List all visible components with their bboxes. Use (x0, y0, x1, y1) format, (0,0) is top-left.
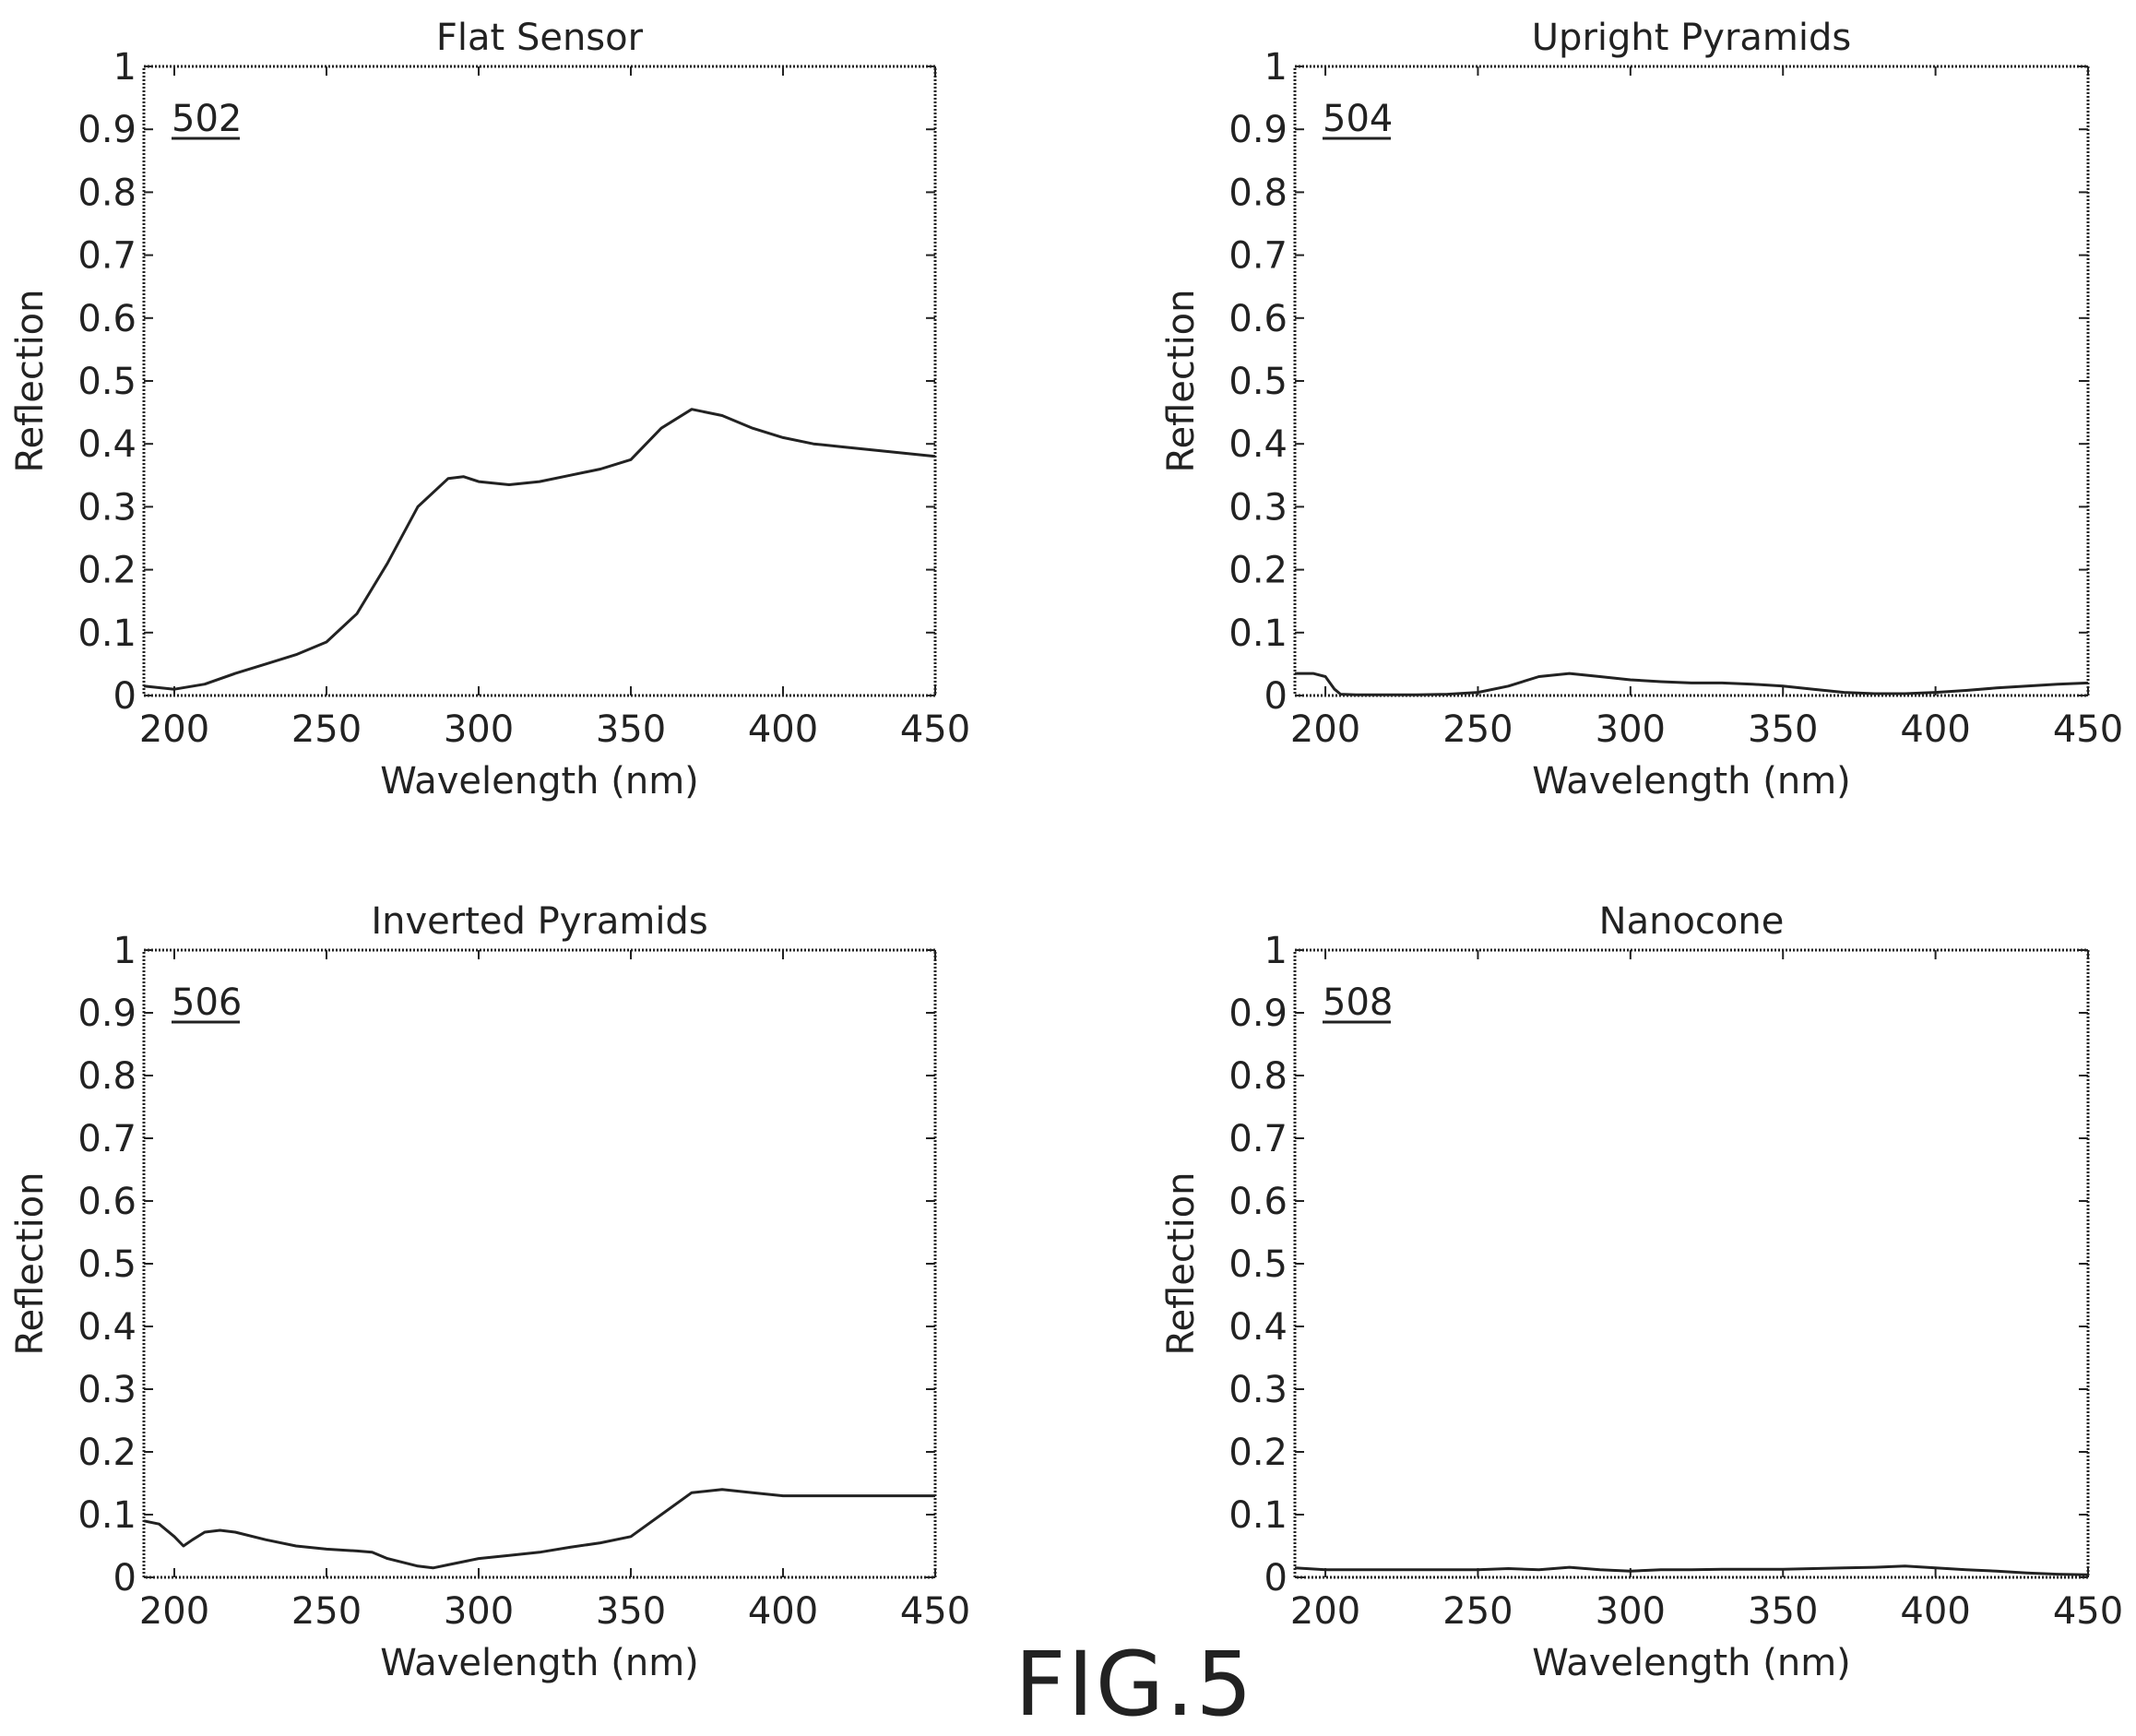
y-axis-label: Reflection (1160, 1171, 1203, 1355)
x-tick-label: 250 (291, 708, 362, 751)
y-tick-label: 0.9 (77, 109, 136, 151)
x-tick-label: 350 (1748, 1590, 1818, 1633)
chart-title: Inverted Pyramids (371, 900, 707, 943)
y-tick-label: 0.6 (1228, 298, 1288, 340)
x-axis-label: Wavelength (nm) (380, 760, 699, 803)
y-tick-label: 0.4 (1228, 423, 1288, 466)
y-tick-label: 0.9 (77, 993, 136, 1035)
reference-label: 508 (1323, 981, 1393, 1024)
y-tick-label: 0.6 (77, 298, 136, 340)
y-tick-label: 0 (1264, 675, 1288, 718)
y-tick-label: 0.1 (1228, 1494, 1288, 1537)
y-axis-label: Reflection (9, 289, 52, 472)
y-tick-label: 0.2 (77, 550, 136, 592)
x-tick-label: 300 (1596, 708, 1666, 751)
y-tick-label: 0 (113, 675, 136, 718)
x-tick-label: 350 (596, 708, 666, 751)
y-tick-label: 0.8 (1228, 172, 1288, 214)
y-tick-label: 0.5 (77, 1243, 136, 1286)
y-tick-label: 0.4 (1228, 1306, 1288, 1349)
series-line (1295, 672, 2089, 696)
reference-label: 506 (172, 981, 242, 1024)
x-axis-label: Wavelength (nm) (380, 1642, 699, 1684)
y-tick-label: 0.5 (1228, 361, 1288, 403)
y-tick-label: 0.1 (1228, 612, 1288, 655)
y-tick-label: 0.1 (77, 612, 136, 655)
y-tick-label: 0.8 (77, 172, 136, 214)
plot-frame (142, 65, 937, 697)
x-tick-label: 250 (291, 1590, 362, 1633)
series-line (143, 408, 936, 691)
y-axis-label: Reflection (1160, 289, 1203, 472)
y-tick-label: 0.5 (77, 361, 136, 403)
y-tick-label: 0.6 (77, 1181, 136, 1223)
y-tick-label: 0.7 (77, 235, 136, 278)
reference-label: 502 (172, 98, 242, 140)
y-tick-label: 0.9 (1228, 993, 1288, 1035)
x-tick-label: 400 (748, 708, 818, 751)
y-tick-label: 0.2 (1228, 1432, 1288, 1474)
x-tick-label: 300 (444, 1590, 514, 1633)
chart-title: Nanocone (1599, 900, 1785, 943)
plot-frame (1293, 948, 2090, 1579)
x-tick-label: 250 (1442, 1590, 1513, 1633)
x-tick-label: 400 (748, 1590, 818, 1633)
y-tick-label: 0.4 (77, 423, 136, 466)
series-line (1294, 1564, 2089, 1576)
y-tick-label: 1 (113, 46, 136, 89)
plot-frame (142, 948, 937, 1579)
y-tick-label: 1 (113, 930, 136, 972)
x-tick-label: 200 (1290, 1590, 1360, 1633)
y-tick-label: 0.3 (1228, 1369, 1288, 1411)
y-tick-label: 0.7 (1228, 1118, 1288, 1160)
x-tick-label: 200 (139, 1590, 209, 1633)
x-tick-label: 450 (900, 1590, 970, 1633)
x-tick-label: 200 (139, 708, 209, 751)
x-tick-label: 400 (1900, 708, 1970, 751)
chart-panel: Nanocone 508 0 0.1 0.2 0.3 0.4 0.5 0.6 0.7 0.8 0.9 1… (1160, 900, 2123, 1684)
x-tick-label: 350 (1748, 708, 1818, 751)
x-axis-label: Wavelength (nm) (1532, 760, 1851, 803)
y-tick-label: 0 (1264, 1557, 1288, 1599)
y-tick-label: 1 (1264, 930, 1288, 972)
x-tick-label: 450 (900, 708, 970, 751)
series-line (143, 1488, 935, 1570)
y-tick-label: 0.8 (1228, 1055, 1288, 1098)
y-tick-label: 0.9 (1228, 109, 1288, 151)
x-axis-label: Wavelength (nm) (1532, 1642, 1851, 1684)
chart-panel: Inverted Pyramids 506 0 0.1 0.2 0.3 0.4 0.5 0.6 0… (9, 900, 970, 1684)
figure-label: FIG.5 (1015, 1633, 1254, 1736)
y-tick-label: 0.7 (77, 1118, 136, 1160)
x-tick-label: 350 (596, 1590, 666, 1633)
x-tick-label: 450 (2053, 1590, 2123, 1633)
y-tick-label: 0.3 (77, 486, 136, 529)
y-tick-label: 0.1 (77, 1494, 136, 1537)
y-tick-label: 0 (113, 1557, 136, 1599)
x-tick-label: 250 (1442, 708, 1513, 751)
y-tick-label: 0.8 (77, 1055, 136, 1098)
plot-frame (1293, 65, 2090, 697)
y-tick-label: 0.6 (1228, 1181, 1288, 1223)
y-tick-label: 0.3 (1228, 486, 1288, 529)
x-tick-label: 400 (1900, 1590, 1970, 1633)
y-tick-label: 1 (1264, 46, 1288, 89)
chart-title: Flat Sensor (436, 17, 644, 59)
reference-label: 504 (1323, 98, 1393, 140)
y-tick-label: 0.4 (77, 1306, 136, 1349)
chart-title: Upright Pyramids (1532, 17, 1851, 59)
y-axis-label: Reflection (9, 1171, 52, 1355)
y-tick-label: 0.5 (1228, 1243, 1288, 1286)
y-tick-label: 0.2 (1228, 550, 1288, 592)
x-tick-label: 200 (1290, 708, 1360, 751)
x-tick-label: 300 (444, 708, 514, 751)
x-tick-label: 450 (2053, 708, 2123, 751)
chart-panel: Upright Pyramids 504 0 0.1 0.2 0.3 0.4 0.5 0.6 0.… (1160, 17, 2123, 803)
x-tick-label: 300 (1596, 1590, 1666, 1633)
y-tick-label: 0.2 (77, 1432, 136, 1474)
y-tick-label: 0.7 (1228, 235, 1288, 278)
y-tick-label: 0.3 (77, 1369, 136, 1411)
chart-panel: Flat Sensor 502 0 0.1 0.2 0.3 0.4 0.5 0.6 0.7 0.8 0… (9, 17, 970, 803)
